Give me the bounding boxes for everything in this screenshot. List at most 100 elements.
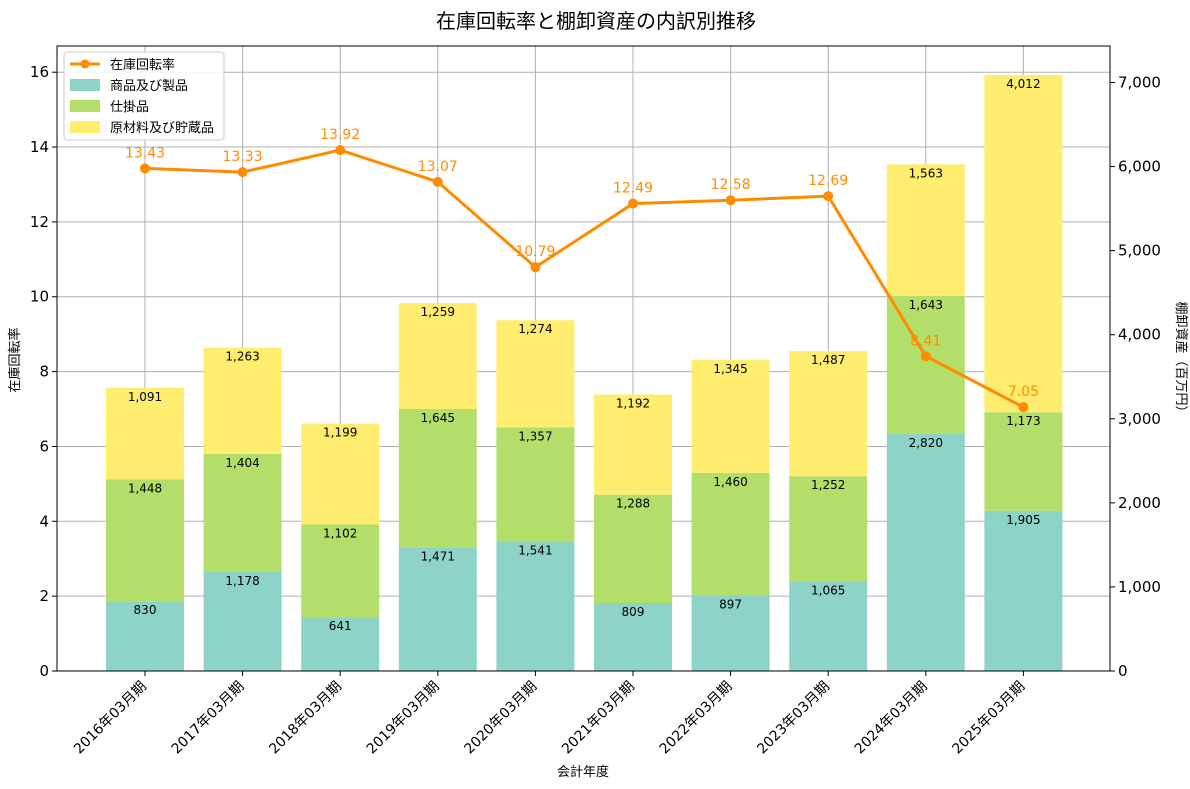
legend-label: 原材料及び貯蔵品 [110, 121, 214, 136]
x-axis-label: 会計年度 [557, 764, 609, 780]
bars [106, 74, 1063, 671]
rate-point [335, 145, 346, 156]
left-tick-label: 10 [30, 288, 49, 306]
bar-value-label: 1,288 [616, 497, 650, 511]
bar-value-label: 1,357 [518, 429, 552, 443]
bar-value-label: 1,345 [713, 362, 747, 376]
bar-value-label: 1,460 [713, 475, 747, 489]
left-tick-label: 0 [39, 662, 49, 680]
rate-value-label: 7.05 [1008, 384, 1039, 400]
legend-swatch [70, 100, 100, 112]
x-tick-label: 2018年03月期 [266, 679, 345, 758]
right-tick-label: 4,000 [1118, 326, 1161, 344]
bar-value-label: 1,471 [421, 549, 455, 563]
bar-value-label: 830 [134, 603, 157, 617]
x-tick-label: 2024年03月期 [852, 679, 931, 758]
bar-value-label: 1,102 [323, 526, 357, 540]
legend-label: 在庫回転率 [110, 57, 175, 73]
bar-value-label: 1,199 [323, 426, 357, 440]
rate-point [1018, 402, 1029, 413]
bar-segment [496, 320, 575, 428]
rate-value-label: 12.58 [711, 177, 751, 193]
left-tick-label: 8 [39, 363, 49, 381]
legend-label: 仕掛品 [110, 100, 149, 115]
bar-value-label: 1,645 [421, 411, 455, 425]
bar-value-label: 1,541 [518, 543, 552, 557]
plot-frame [56, 45, 1111, 672]
rate-value-label: 12.49 [613, 181, 653, 197]
bar-segment [496, 427, 575, 542]
bar-segment [203, 571, 282, 671]
left-tick-label: 4 [39, 512, 49, 530]
left-tick-label: 12 [30, 213, 49, 231]
right-axis-ticks: 0 1,000 2,000 3,000 4,000 5,000 6,000 7,000 [1110, 73, 1161, 680]
x-tick-label: 2022年03月期 [657, 679, 736, 758]
bar-segment [789, 476, 868, 582]
rate-value-label: 13.33 [223, 149, 263, 165]
x-tick-label: 2016年03月期 [71, 679, 150, 758]
bar-value-label: 1,487 [811, 353, 845, 367]
bar-segment [106, 601, 184, 671]
bar-segment [106, 479, 184, 602]
x-tick-label: 2020年03月期 [461, 679, 540, 758]
bar-segment [203, 347, 282, 454]
chart-title: 在庫回転率と棚卸資産の内訳別推移 [436, 9, 756, 33]
right-tick-label: 1,000 [1118, 578, 1161, 596]
rate-value-label: 13.43 [125, 145, 165, 161]
bar-value-label: 1,263 [225, 350, 259, 364]
bar-segment [691, 595, 770, 671]
bar-segment [398, 547, 477, 671]
right-tick-label: 6,000 [1118, 158, 1161, 176]
left-tick-label: 6 [39, 437, 49, 455]
rate-point [530, 262, 541, 273]
bar-segment [301, 524, 380, 618]
right-axis-label: 棚卸資産（百万円） [1173, 301, 1189, 418]
rate-value-label: 10.79 [515, 244, 555, 260]
bar-value-label: 1,563 [909, 166, 943, 180]
left-axis-label: 在庫回転率 [7, 327, 23, 392]
right-tick-label: 5,000 [1118, 242, 1161, 260]
bar-segment [984, 74, 1063, 413]
left-tick-label: 14 [30, 138, 49, 156]
left-tick-label: 16 [30, 63, 49, 81]
legend-line-marker [80, 59, 90, 69]
bar-segment [691, 472, 770, 596]
bar-segment [594, 394, 672, 495]
bar-value-label: 897 [719, 598, 742, 612]
rate-point [628, 198, 638, 209]
bar-value-label: 1,252 [811, 478, 845, 492]
legend-box [63, 51, 225, 141]
bar-segment [496, 541, 575, 671]
bar-segment [691, 359, 770, 473]
right-tick-label: 3,000 [1118, 410, 1161, 428]
rate-point [237, 167, 248, 178]
bar-segment [594, 602, 672, 671]
left-tick-label: 2 [39, 587, 49, 605]
rate-value-label: 12.69 [808, 173, 848, 189]
bar-segment [789, 351, 868, 477]
rate-point [823, 191, 834, 202]
bar-segment [886, 433, 965, 671]
right-tick-label: 0 [1118, 662, 1128, 680]
bar-segment [301, 423, 380, 525]
bar-segment [203, 453, 282, 572]
bar-value-label: 1,259 [421, 305, 455, 319]
x-tick-label: 2023年03月期 [754, 679, 833, 758]
bar-value-label: 1,173 [1006, 414, 1040, 428]
bar-segment [886, 295, 965, 434]
bar-segment [984, 510, 1063, 671]
x-tick-label: 2017年03月期 [169, 679, 248, 758]
legend-swatch [70, 79, 100, 91]
rate-point [725, 195, 736, 206]
left-axis-ticks: 0 2 4 6 8 10 12 14 16 [30, 63, 57, 680]
rate-value-label: 8.41 [910, 333, 941, 349]
bar-segment [984, 412, 1063, 511]
rate-value-label: 13.92 [320, 127, 360, 143]
bar-segment [594, 494, 672, 603]
bar-value-label: 1,091 [128, 390, 162, 404]
legend-label: 商品及び製品 [110, 79, 188, 94]
bar-value-label: 1,274 [518, 322, 552, 336]
bar-segment [398, 303, 477, 410]
